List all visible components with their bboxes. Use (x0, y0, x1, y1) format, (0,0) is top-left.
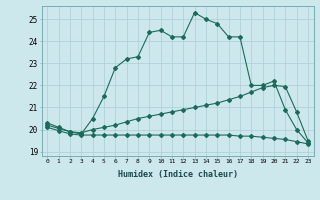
X-axis label: Humidex (Indice chaleur): Humidex (Indice chaleur) (118, 170, 237, 179)
